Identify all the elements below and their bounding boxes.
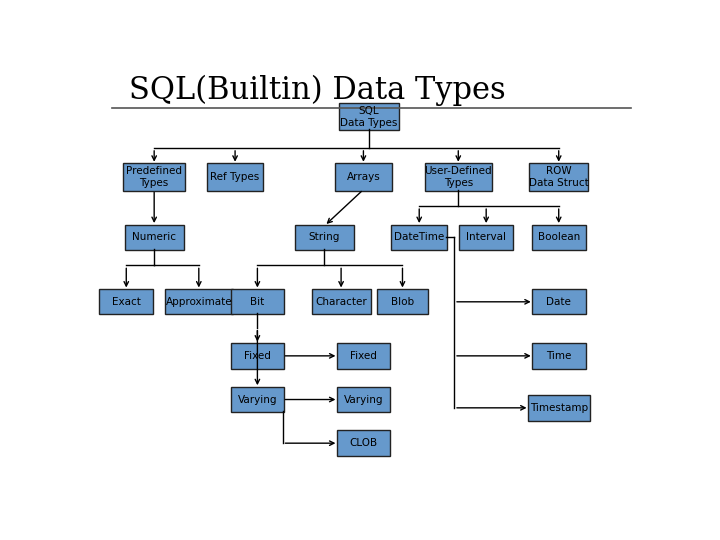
FancyBboxPatch shape bbox=[99, 289, 153, 314]
Text: Character: Character bbox=[315, 297, 367, 307]
Text: Time: Time bbox=[546, 351, 572, 361]
FancyBboxPatch shape bbox=[528, 395, 590, 421]
FancyBboxPatch shape bbox=[337, 387, 390, 412]
FancyBboxPatch shape bbox=[125, 225, 184, 250]
FancyBboxPatch shape bbox=[377, 289, 428, 314]
Text: ROW
Data Struct: ROW Data Struct bbox=[529, 166, 588, 188]
FancyBboxPatch shape bbox=[532, 289, 585, 314]
FancyBboxPatch shape bbox=[337, 430, 390, 456]
Text: Numeric: Numeric bbox=[132, 232, 176, 242]
Text: Arrays: Arrays bbox=[346, 172, 380, 182]
FancyBboxPatch shape bbox=[312, 289, 371, 314]
Text: Fixed: Fixed bbox=[350, 351, 377, 361]
FancyBboxPatch shape bbox=[230, 289, 284, 314]
FancyBboxPatch shape bbox=[532, 343, 585, 368]
Text: SQL(Builtin) Data Types: SQL(Builtin) Data Types bbox=[129, 75, 506, 106]
FancyBboxPatch shape bbox=[336, 163, 392, 191]
FancyBboxPatch shape bbox=[425, 163, 492, 191]
FancyBboxPatch shape bbox=[207, 163, 264, 191]
Text: Predefined
Types: Predefined Types bbox=[126, 166, 182, 188]
Text: Ref Types: Ref Types bbox=[210, 172, 260, 182]
FancyBboxPatch shape bbox=[529, 163, 588, 191]
FancyBboxPatch shape bbox=[459, 225, 513, 250]
Text: Fixed: Fixed bbox=[244, 351, 271, 361]
Text: Varying: Varying bbox=[238, 395, 277, 404]
FancyBboxPatch shape bbox=[294, 225, 354, 250]
Text: Approximate: Approximate bbox=[166, 297, 232, 307]
FancyBboxPatch shape bbox=[123, 163, 185, 191]
Text: CLOB: CLOB bbox=[349, 438, 377, 448]
Text: DateTime: DateTime bbox=[394, 232, 444, 242]
Text: Bit: Bit bbox=[251, 297, 264, 307]
FancyBboxPatch shape bbox=[337, 343, 390, 368]
Text: SQL
Data Types: SQL Data Types bbox=[341, 106, 397, 127]
FancyBboxPatch shape bbox=[165, 289, 233, 314]
Text: User-Defined
Types: User-Defined Types bbox=[425, 166, 492, 188]
Text: Timestamp: Timestamp bbox=[530, 403, 588, 413]
FancyBboxPatch shape bbox=[230, 343, 284, 368]
Text: Blob: Blob bbox=[391, 297, 414, 307]
FancyBboxPatch shape bbox=[532, 225, 585, 250]
Text: Boolean: Boolean bbox=[538, 232, 580, 242]
FancyBboxPatch shape bbox=[230, 387, 284, 412]
Text: Date: Date bbox=[546, 297, 571, 307]
Text: Exact: Exact bbox=[112, 297, 140, 307]
Text: Interval: Interval bbox=[466, 232, 506, 242]
FancyBboxPatch shape bbox=[391, 225, 447, 250]
FancyBboxPatch shape bbox=[339, 103, 399, 131]
Text: String: String bbox=[309, 232, 340, 242]
Text: Varying: Varying bbox=[343, 395, 383, 404]
